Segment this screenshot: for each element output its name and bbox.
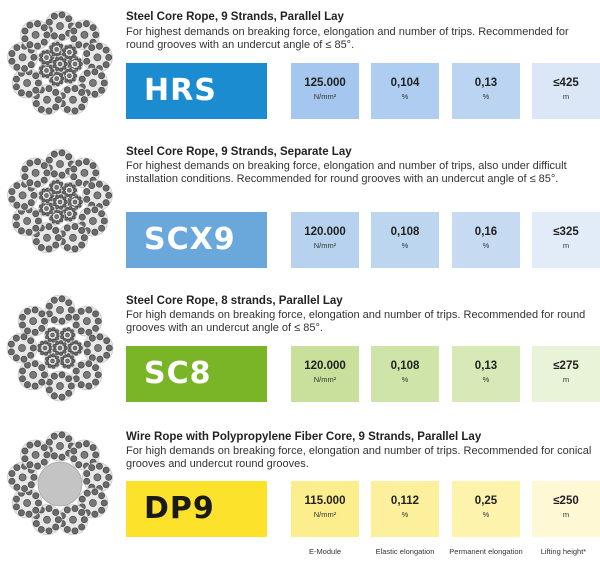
spec-unit: m [562, 241, 570, 250]
spec-unit: N/mm² [313, 92, 337, 101]
spec-column-labels: E-Module Elastic elongation Permanent el… [0, 543, 600, 579]
spec-permanent-elongation: 0,13 % [452, 63, 520, 119]
spec-unit: % [401, 375, 409, 384]
product-code-badge: DP9 [126, 481, 267, 537]
spec-value: ≤325 [553, 226, 579, 238]
spec-unit: m [562, 375, 570, 384]
steel-core-rope-8-strands-icon [6, 294, 114, 402]
spec-e-module: 120.000 N/mm² [291, 212, 359, 268]
spec-unit: % [482, 92, 490, 101]
spec-permanent-elongation: 0,13 % [452, 346, 520, 402]
spec-permanent-elongation: 0,25 % [452, 481, 520, 537]
spec-unit: % [401, 92, 409, 101]
product-sc8: Steel Core Rope, 8 strands, Parallel Lay… [6, 294, 600, 402]
spec-elastic-elongation: 0,108 % [371, 346, 439, 402]
steel-core-rope-9-strands-icon [7, 148, 113, 254]
spec-unit: % [401, 510, 409, 519]
spec-unit: m [562, 510, 570, 519]
spec-elastic-elongation: 0,104 % [371, 63, 439, 119]
spec-elastic-elongation: 0,112 % [371, 481, 439, 537]
product-description: For high demands on breaking force, elon… [126, 445, 592, 470]
spec-value: 0,13 [474, 360, 498, 372]
product-scx9: Steel Core Rope, 9 Strands, Separate Lay… [7, 146, 600, 268]
spec-value: 0,108 [390, 226, 420, 238]
spec-value: 0,13 [474, 77, 498, 89]
product-code-badge: HRS [126, 63, 267, 119]
spec-unit: m [562, 92, 570, 101]
spec-value: ≤250 [553, 495, 579, 507]
column-label-elastic-elongation: Elastic elongation [375, 547, 435, 556]
spec-permanent-elongation: 0,16 % [452, 212, 520, 268]
product-title: Steel Core Rope, 9 Strands, Parallel Lay [126, 11, 344, 23]
spec-unit: N/mm² [313, 510, 337, 519]
steel-core-rope-9-strands-icon [7, 10, 113, 116]
spec-lifting-height: ≤425 m [532, 63, 600, 119]
spec-lifting-height: ≤275 m [532, 346, 600, 402]
product-title: Wire Rope with Polypropylene Fiber Core,… [126, 431, 482, 443]
spec-unit: N/mm² [313, 375, 337, 384]
spec-lifting-height: ≤325 m [532, 212, 600, 268]
product-description: For highest demands on breaking force, e… [126, 26, 569, 51]
spec-lifting-height: ≤250 m [532, 481, 600, 537]
product-code-badge: SCX9 [126, 212, 267, 268]
spec-e-module: 120.000 N/mm² [291, 346, 359, 402]
product-title: Steel Core Rope, 9 Strands, Separate Lay [126, 146, 352, 158]
spec-value: 125.000 [304, 77, 346, 89]
spec-unit: N/mm² [313, 241, 337, 250]
product-code-badge: SC8 [126, 346, 267, 402]
spec-value: ≤275 [553, 360, 579, 372]
column-label-lifting-height: Lifting height* [540, 547, 587, 556]
product-title: Steel Core Rope, 8 strands, Parallel Lay [126, 295, 343, 307]
fiber-core-rope-9-strands-icon [7, 430, 113, 536]
spec-value: 0,104 [390, 77, 420, 89]
spec-value: ≤425 [553, 77, 579, 89]
spec-value: 0,25 [474, 495, 498, 507]
spec-unit: % [482, 510, 490, 519]
product-hrs: Steel Core Rope, 9 Strands, Parallel Lay… [0, 0, 600, 130]
spec-elastic-elongation: 0,108 % [371, 212, 439, 268]
product-description: For highest demands on breaking force, e… [126, 160, 567, 185]
product-description: For high demands on breaking force, elon… [126, 309, 586, 334]
spec-unit: % [401, 241, 409, 250]
spec-value: 0,108 [390, 360, 420, 372]
spec-unit: % [482, 241, 490, 250]
column-label-e-module: E-Module [308, 547, 342, 556]
spec-e-module: 125.000 N/mm² [291, 63, 359, 119]
spec-value: 120.000 [304, 360, 346, 372]
spec-value: 120.000 [304, 226, 346, 238]
spec-value: 0,16 [474, 226, 498, 238]
spec-value: 115.000 [304, 495, 346, 507]
spec-value: 0,112 [390, 495, 420, 507]
spec-unit: % [482, 375, 490, 384]
spec-e-module: 115.000 N/mm² [291, 481, 359, 537]
column-label-permanent-elongation: Permanent elongation [449, 547, 523, 556]
